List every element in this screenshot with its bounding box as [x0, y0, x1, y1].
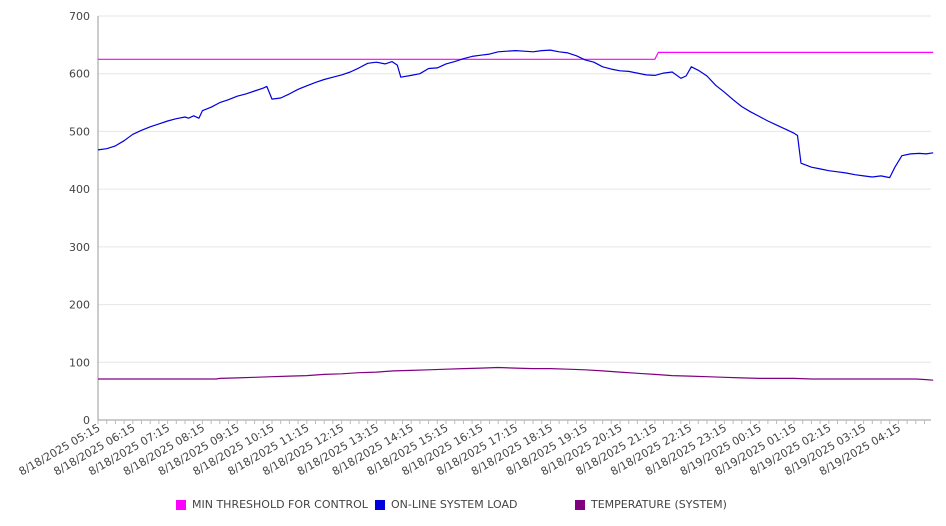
y-tick-label-500: 500 [69, 125, 90, 138]
axes [97, 16, 931, 421]
y-tick-labels: 0 100 200 300 400 500 600 700 [69, 10, 90, 427]
y-tick-label-300: 300 [69, 241, 90, 254]
legend-item-system-load: ON-LINE SYSTEM LOAD [375, 498, 517, 511]
legend: MIN THRESHOLD FOR CONTROL ON-LINE SYSTEM… [0, 498, 946, 514]
y-tick-label-0: 0 [83, 414, 90, 427]
y-tick-label-600: 600 [69, 68, 90, 81]
y-tick-label-200: 200 [69, 299, 90, 312]
legend-label-min-threshold: MIN THRESHOLD FOR CONTROL [192, 498, 368, 511]
gridlines [98, 15, 931, 363]
x-tick-labels: 8/18/2025 05:158/18/2025 06:158/18/2025 … [17, 420, 925, 478]
legend-item-temperature: TEMPERATURE (SYSTEM) [575, 498, 727, 511]
legend-swatch-temperature [575, 499, 585, 510]
line-chart: 0 100 200 300 400 500 600 700 8/18/2025 05:158/… [17, 10, 934, 478]
y-tick-label-400: 400 [69, 183, 90, 196]
legend-label-system-load: ON-LINE SYSTEM LOAD [391, 498, 518, 511]
series-line-2 [98, 366, 934, 381]
legend-swatch-system-load [375, 499, 385, 510]
legend-item-min-threshold: MIN THRESHOLD FOR CONTROL [176, 498, 368, 511]
legend-swatch-min-threshold [176, 499, 186, 510]
series-line-0 [98, 51, 934, 60]
series-line-1 [97, 49, 934, 179]
y-tick-label-100: 100 [69, 356, 90, 369]
legend-label-temperature: TEMPERATURE (SYSTEM) [591, 498, 727, 511]
series-lines [97, 49, 934, 381]
y-tick-label-700: 700 [69, 10, 90, 23]
